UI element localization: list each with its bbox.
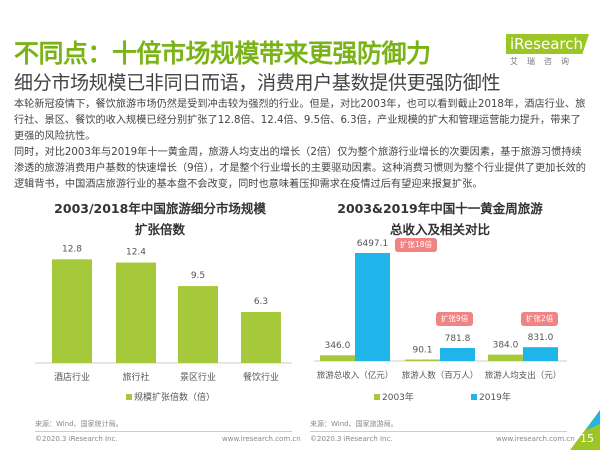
bar-2019 bbox=[440, 348, 475, 361]
url-right: www.iresearch.com.cn bbox=[496, 435, 575, 443]
category-label: 旅游总收入（亿元） bbox=[317, 370, 394, 381]
bar bbox=[52, 259, 92, 363]
category-label: 酒店行业 bbox=[54, 371, 90, 383]
footer-divider-left bbox=[35, 431, 292, 432]
page-number: 15 bbox=[580, 432, 594, 445]
data-label: 12.4 bbox=[126, 248, 146, 258]
legend-label: 规模扩张倍数（倍） bbox=[134, 391, 215, 403]
category-label: 旅游人数（百万人） bbox=[402, 370, 479, 381]
data-label: 9.5 bbox=[191, 271, 205, 281]
bar-2003 bbox=[405, 359, 440, 361]
source-left: 来源：Wind、国家统计局。 bbox=[35, 420, 123, 428]
source-right: 来源：Wind、国家旅游局。 bbox=[310, 420, 398, 428]
corner-decoration bbox=[570, 410, 600, 450]
body-text: 本轮新冠疫情下，餐饮旅游市场仍然是受到冲击较为强烈的行业。但是，对比2003年，… bbox=[14, 97, 588, 193]
bar-2019 bbox=[523, 347, 558, 361]
category-label: 餐饮行业 bbox=[243, 371, 279, 383]
legend-label: 2019年 bbox=[479, 391, 511, 403]
right-chart-title-line2: 总收入及相关对比 bbox=[389, 222, 490, 237]
data-label: 90.1 bbox=[412, 346, 432, 356]
bar-2003 bbox=[488, 354, 523, 361]
page-title: 不同点：十倍市场规模带来更强防御力 bbox=[14, 39, 431, 68]
paragraph-2: 同时，对比2003年与2019年十一黄金周，旅游人均支出的增长（2倍）仅为整个旅… bbox=[14, 147, 586, 190]
legend-label: 2003年 bbox=[382, 391, 414, 403]
bar bbox=[116, 262, 156, 363]
callout-18x: 扩张18倍 bbox=[395, 238, 438, 252]
right-chart-title-line1: 2003&2019年中国十一黄金周旅游 bbox=[337, 201, 543, 216]
callout-2x: 扩张2倍 bbox=[521, 312, 559, 326]
data-label: 6497.1 bbox=[357, 239, 389, 249]
data-label: 831.0 bbox=[528, 333, 554, 343]
left-chart-title-line1: 2003/2018年中国旅游细分市场规模 bbox=[54, 201, 266, 216]
category-label: 旅行社 bbox=[122, 371, 149, 383]
copyright-right: ©2020.3 iResearch Inc. bbox=[310, 435, 393, 443]
category-label: 旅游人均支出（元） bbox=[485, 370, 562, 381]
url-left: www.iresearch.com.cn bbox=[222, 435, 301, 443]
bar bbox=[241, 311, 281, 363]
data-label: 384.0 bbox=[493, 341, 519, 351]
bar-2003 bbox=[320, 355, 355, 361]
legend-swatch bbox=[126, 394, 132, 400]
data-label: 12.8 bbox=[62, 244, 82, 254]
logo-brand: iResearch bbox=[506, 34, 589, 54]
footer-divider-right bbox=[310, 431, 567, 432]
left-chart-title-line2: 扩张倍数 bbox=[134, 222, 185, 237]
left-chart-title: 2003/2018年中国旅游细分市场规模 扩张倍数 bbox=[20, 198, 300, 240]
paragraph-1: 本轮新冠疫情下，餐饮旅游市场仍然是受到冲击较为强烈的行业。但是，对比2003年，… bbox=[14, 99, 586, 142]
bar bbox=[178, 286, 218, 363]
data-label: 6.3 bbox=[254, 297, 268, 307]
callout-9x: 扩张9倍 bbox=[436, 312, 474, 326]
right-chart-title: 2003&2019年中国十一黄金周旅游 总收入及相关对比 bbox=[300, 198, 580, 240]
category-label: 景区行业 bbox=[180, 371, 216, 383]
data-label: 781.8 bbox=[445, 334, 471, 344]
logo-cn: 艾瑞咨询 bbox=[510, 57, 578, 66]
page-subtitle: 细分市场规模已非同日而语，消费用户基数提供更强防御性 bbox=[14, 72, 501, 94]
iresearch-logo: iResearch 艾瑞咨询 bbox=[498, 34, 598, 68]
data-label: 346.0 bbox=[325, 341, 351, 351]
legend-swatch bbox=[374, 394, 380, 400]
legend-swatch bbox=[471, 394, 477, 400]
copyright-left: ©2020.3 iResearch Inc. bbox=[35, 435, 118, 443]
bar-2019 bbox=[355, 253, 390, 361]
